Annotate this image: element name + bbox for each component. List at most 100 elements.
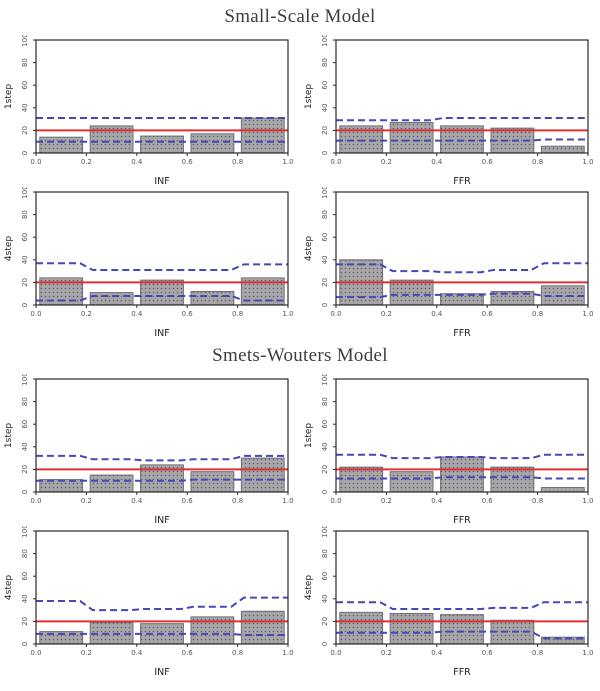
subplot-sw-1step-inf: 0.0 0.2 0.4 0.6 0.8 1.0 0 20 40 60 80 100 1step INF	[0, 374, 300, 526]
y-tick-label: 0	[321, 642, 329, 646]
x-tick-label: 0.0	[30, 310, 41, 318]
x-tick-label: 1.0	[282, 158, 293, 166]
y-tick-label: 60	[321, 233, 329, 242]
bar	[440, 614, 484, 645]
lower-dashed-band	[336, 138, 588, 142]
upper-dashed-band	[36, 262, 288, 271]
plot-frame	[335, 378, 589, 493]
bar	[389, 121, 434, 154]
bar	[389, 279, 434, 306]
bar	[389, 612, 434, 645]
x-tick-label: 0.8	[532, 497, 543, 505]
x-axis-label: FFR	[453, 515, 471, 526]
bar	[140, 279, 184, 306]
y-tick-label: 80	[21, 549, 29, 558]
y-tick-label: 20	[321, 126, 329, 135]
x-tick-label: 0.8	[232, 158, 243, 166]
bar	[440, 456, 484, 493]
y-tick-label: 40	[21, 442, 29, 451]
y-axis-label: 4step	[4, 236, 14, 261]
x-tick-label: 1.0	[582, 497, 593, 505]
lower-dashed-band	[36, 632, 288, 636]
plot-frame	[335, 530, 589, 645]
y-tick-label: 20	[21, 617, 29, 626]
x-tick-label: 0.4	[431, 649, 443, 657]
y-tick-label: 40	[21, 255, 29, 264]
lower-dashed-band	[336, 292, 588, 299]
y-tick-label: 60	[321, 420, 329, 429]
lower-dashed-band	[36, 294, 288, 302]
y-tick-label: 0	[21, 642, 29, 646]
chart-ss-1step-ffr: 0.0 0.2 0.4 0.6 0.8 1.0 0 20 40 60 80 100 1step FFR	[304, 35, 594, 187]
y-tick-label: 20	[321, 278, 329, 287]
y-axis-label: 1step	[304, 84, 314, 109]
x-axis-label: FFR	[453, 176, 471, 187]
bar	[389, 471, 434, 493]
bar	[39, 136, 84, 154]
x-axis-label: INF	[154, 515, 169, 526]
subplot-sw-1step-ffr: 0.0 0.2 0.4 0.6 0.8 1.0 0 20 40 60 80 100 1step FFR	[300, 374, 600, 526]
x-tick-label: 0.2	[81, 497, 92, 505]
y-tick-label: 80	[321, 58, 329, 67]
y-axis-label: 4step	[304, 575, 314, 600]
plot-frame	[35, 39, 289, 154]
plot-frame	[335, 191, 589, 306]
x-axis-label: INF	[154, 667, 169, 678]
x-tick-label: 0.8	[532, 158, 543, 166]
x-tick-label: 0.2	[381, 497, 392, 505]
y-tick-label: 20	[21, 465, 29, 474]
y-tick-label: 0	[321, 151, 329, 155]
x-tick-label: 0.0	[330, 310, 341, 318]
y-tick-label: 100	[321, 187, 329, 199]
y-tick-label: 100	[21, 374, 29, 386]
bar	[190, 133, 235, 154]
y-tick-label: 0	[321, 303, 329, 307]
y-tick-label: 20	[21, 126, 29, 135]
x-tick-label: 0.6	[182, 649, 194, 657]
chart-sw-4step-ffr: 0.0 0.2 0.4 0.6 0.8 1.0 0 20 40 60 80 100 4step FFR	[304, 526, 594, 678]
chart-ss-4step-inf: 0.0 0.2 0.4 0.6 0.8 1.0 0 20 40 60 80 100 4step INF	[4, 187, 294, 339]
bar	[339, 466, 384, 493]
y-axis-label: 1step	[4, 84, 14, 109]
chart-sw-1step-ffr: 0.0 0.2 0.4 0.6 0.8 1.0 0 20 40 60 80 100 1step FFR	[304, 374, 594, 526]
x-tick-label: 0.2	[81, 310, 92, 318]
y-tick-label: 60	[321, 572, 329, 581]
x-axis-label: FFR	[453, 328, 471, 339]
y-tick-label: 60	[21, 572, 29, 581]
subplot-ss-4step-inf: 0.0 0.2 0.4 0.6 0.8 1.0 0 20 40 60 80 100 4step INF	[0, 187, 300, 339]
y-tick-label: 80	[21, 397, 29, 406]
bar	[490, 466, 535, 493]
y-tick-label: 20	[21, 278, 29, 287]
subplot-ss-1step-ffr: 0.0 0.2 0.4 0.6 0.8 1.0 0 20 40 60 80 100 1step FFR	[300, 35, 600, 187]
x-tick-label: 0.4	[131, 649, 143, 657]
x-tick-label: 0.2	[81, 649, 92, 657]
x-tick-label: 0.4	[431, 310, 443, 318]
x-tick-label: 0.0	[30, 649, 41, 657]
upper-dashed-band	[336, 601, 588, 610]
y-tick-label: 100	[21, 187, 29, 199]
x-tick-label: 0.8	[232, 497, 243, 505]
y-tick-label: 0	[21, 490, 29, 494]
subplot-ss-4step-ffr: 0.0 0.2 0.4 0.6 0.8 1.0 0 20 40 60 80 100 4step FFR	[300, 187, 600, 339]
x-tick-label: 0.4	[131, 310, 143, 318]
x-tick-label: 1.0	[582, 158, 593, 166]
plot-frame	[35, 191, 289, 306]
x-axis-label: INF	[154, 176, 169, 187]
x-tick-label: 0.4	[131, 158, 143, 166]
y-tick-label: 100	[321, 374, 329, 386]
y-tick-label: 40	[321, 103, 329, 112]
y-tick-label: 100	[21, 35, 29, 47]
x-tick-label: 0.2	[381, 310, 392, 318]
y-tick-label: 80	[21, 210, 29, 219]
y-axis-label: 1step	[4, 423, 14, 448]
chart-sw-1step-inf: 0.0 0.2 0.4 0.6 0.8 1.0 0 20 40 60 80 100 1step INF	[4, 374, 294, 526]
y-tick-label: 100	[321, 526, 329, 538]
x-axis-label: FFR	[453, 667, 471, 678]
chart-sw-4step-inf: 0.0 0.2 0.4 0.6 0.8 1.0 0 20 40 60 80 100 4step INF	[4, 526, 294, 678]
x-tick-label: 0.2	[81, 158, 92, 166]
x-tick-label: 0.8	[532, 310, 543, 318]
plot-frame	[35, 530, 289, 645]
x-tick-label: 1.0	[582, 310, 593, 318]
x-tick-label: 0.2	[381, 158, 392, 166]
y-tick-label: 80	[321, 397, 329, 406]
